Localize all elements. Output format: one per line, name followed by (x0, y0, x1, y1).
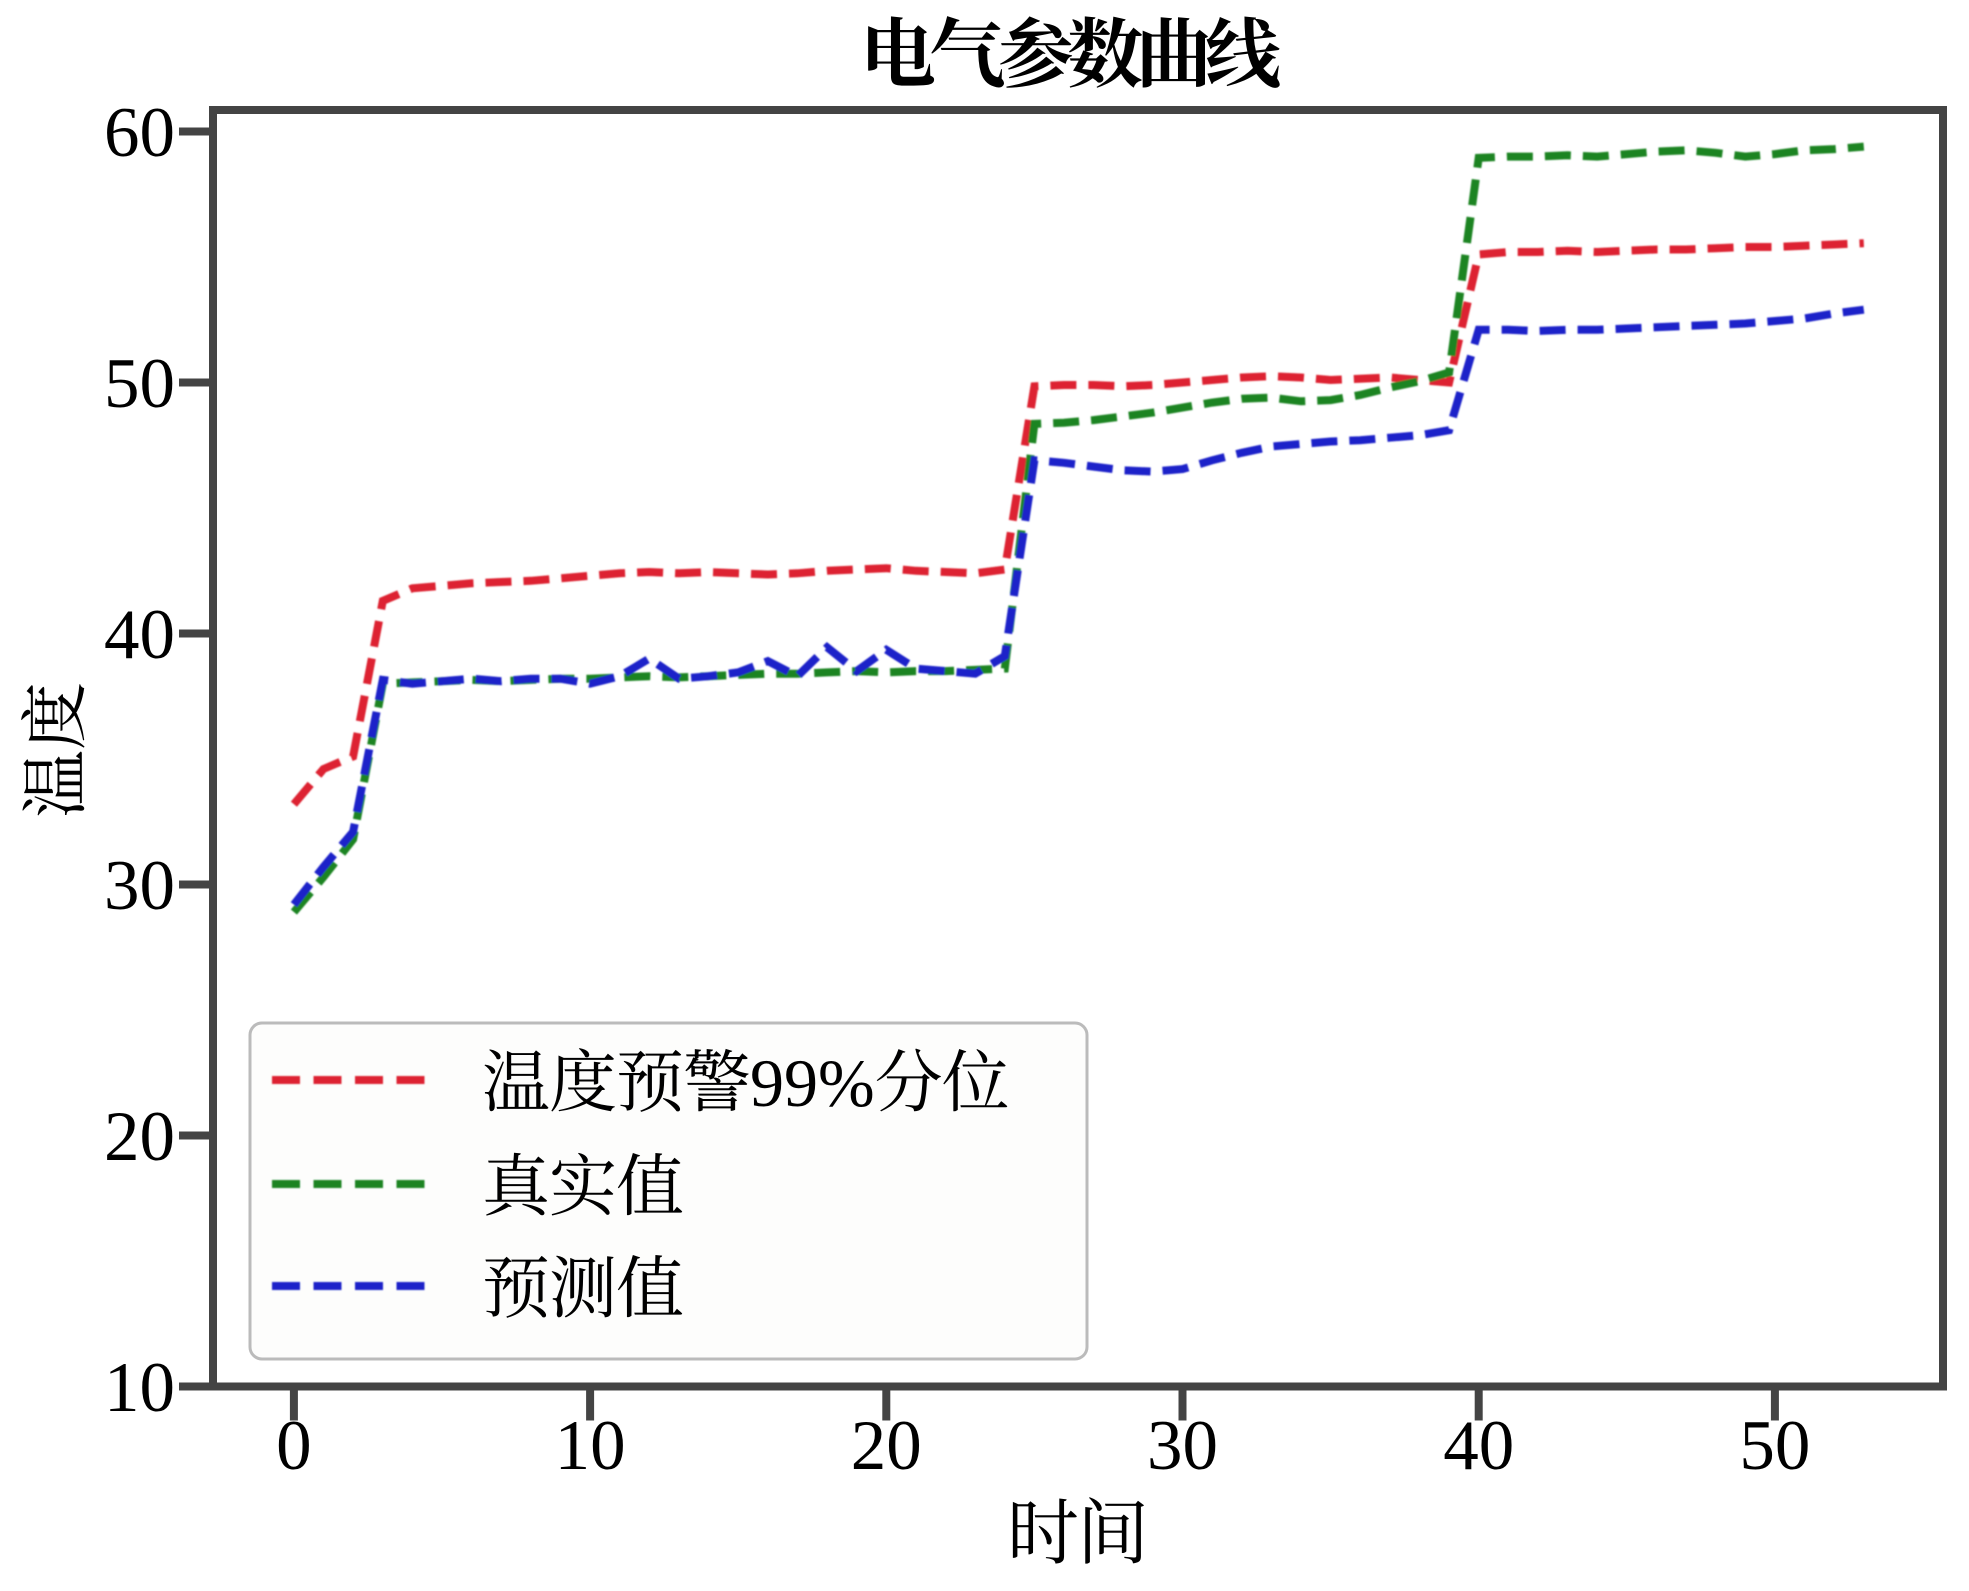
svg-text:10: 10 (104, 1349, 175, 1427)
svg-text:30: 30 (104, 847, 175, 925)
svg-text:10: 10 (555, 1407, 626, 1485)
svg-text:60: 60 (104, 94, 175, 172)
svg-text:50: 50 (104, 345, 175, 423)
svg-text:20: 20 (104, 1098, 175, 1176)
svg-text:30: 30 (1147, 1407, 1218, 1485)
svg-text:99%: 99% (750, 1045, 875, 1121)
svg-text:40: 40 (1443, 1407, 1514, 1485)
svg-text:40: 40 (104, 596, 175, 674)
svg-text:0: 0 (276, 1407, 312, 1485)
svg-text:50: 50 (1739, 1407, 1810, 1485)
svg-text:20: 20 (851, 1407, 922, 1485)
